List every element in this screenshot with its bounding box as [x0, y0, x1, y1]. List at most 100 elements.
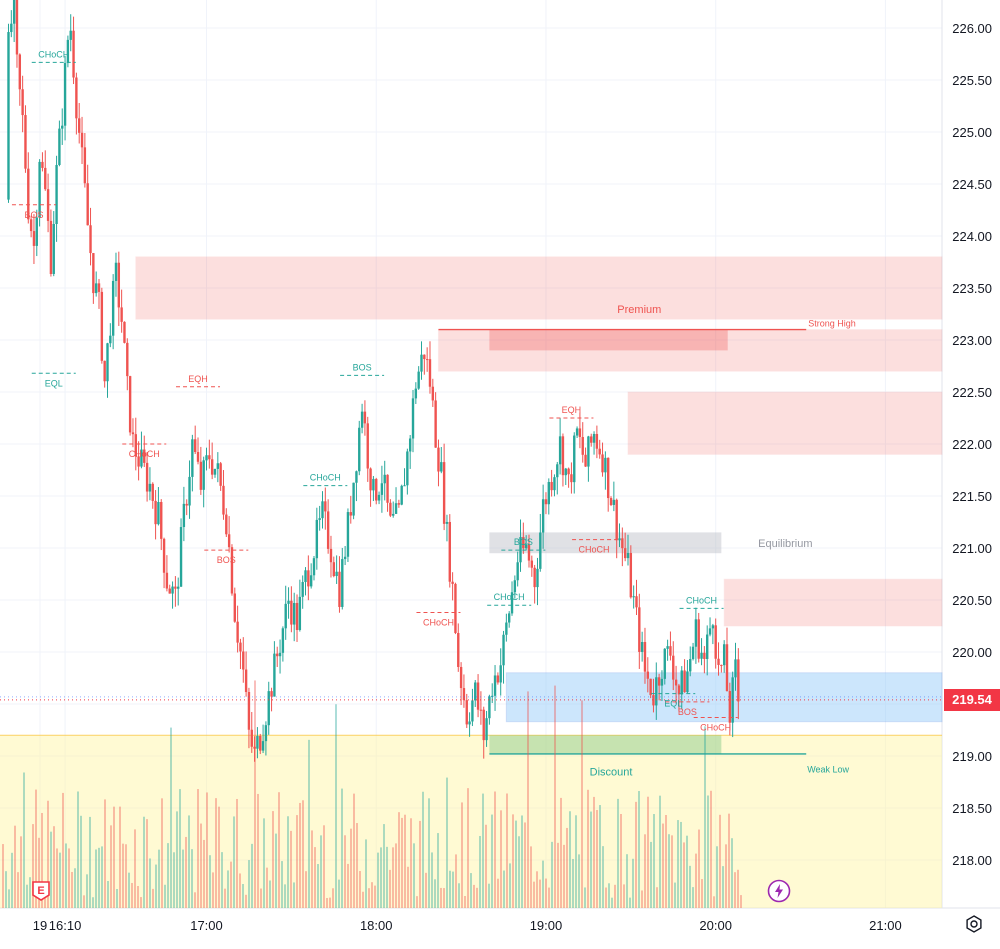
- volume-bar: [323, 825, 325, 908]
- volume-bar: [515, 820, 517, 908]
- candle-body: [227, 534, 231, 548]
- volume-bar: [473, 884, 475, 908]
- candle-body: [162, 538, 166, 573]
- candle-body: [366, 423, 369, 469]
- volume-bar: [437, 833, 439, 908]
- candle-body: [145, 462, 149, 492]
- volume-bar: [335, 704, 337, 908]
- volume-bar: [599, 805, 601, 908]
- volume-bar: [257, 793, 259, 908]
- candle-body: [592, 433, 596, 443]
- candle-body: [55, 164, 58, 224]
- volume-bar: [587, 789, 589, 908]
- volume-bar: [695, 853, 697, 908]
- candle-body: [15, 0, 19, 55]
- candle-body: [445, 521, 449, 524]
- earnings-icon: E: [32, 881, 50, 901]
- candle-body: [550, 481, 553, 491]
- volume-bar: [500, 810, 502, 908]
- volume-bar: [446, 777, 448, 908]
- candle-body: [411, 398, 415, 439]
- strong-high-label: Strong High: [808, 319, 856, 329]
- flash-marker[interactable]: [767, 879, 791, 903]
- volume-bar: [671, 835, 673, 908]
- candle-body: [510, 592, 514, 614]
- candle-body: [24, 115, 27, 169]
- last-price-tag: 219.54: [944, 688, 1000, 711]
- chart-settings-button[interactable]: [962, 912, 986, 936]
- candle-body: [49, 220, 53, 274]
- last-price-value: 219.54: [952, 691, 992, 707]
- candle-body: [225, 514, 228, 535]
- earnings-marker[interactable]: E: [31, 880, 51, 902]
- volume-bar: [131, 882, 133, 908]
- candle-body: [581, 437, 584, 455]
- structure-label: BOS: [217, 555, 236, 565]
- candle-body: [578, 428, 582, 438]
- volume-bar: [542, 860, 544, 908]
- candle-body: [595, 433, 599, 449]
- volume-bar: [383, 824, 385, 908]
- structure-label: CHoCH: [310, 473, 341, 483]
- candle-body: [321, 501, 324, 519]
- candle-body: [725, 644, 729, 692]
- volume-bar: [176, 811, 178, 908]
- volume-bar: [98, 847, 100, 908]
- candle-body: [499, 665, 502, 683]
- candle-body: [629, 552, 633, 598]
- candle-body: [479, 709, 483, 711]
- structure-label: CHoCH: [38, 49, 69, 59]
- candle-body: [561, 436, 565, 476]
- candle-body: [375, 478, 378, 501]
- candle-body: [714, 625, 717, 659]
- candle-body: [196, 452, 200, 462]
- candle-body: [29, 219, 33, 232]
- candle-body: [711, 625, 715, 629]
- candle-body: [533, 567, 536, 588]
- volume-bar: [230, 861, 232, 908]
- volume-bar: [317, 864, 319, 908]
- candle-body: [171, 586, 174, 594]
- volume-bar: [590, 811, 592, 908]
- candle-body: [276, 653, 279, 657]
- volume-bar: [566, 827, 568, 908]
- volume-bar: [428, 798, 430, 908]
- candle-body: [219, 463, 222, 486]
- candle-body: [312, 558, 316, 576]
- candle-body: [570, 474, 573, 483]
- volume-bar: [125, 844, 127, 908]
- order-block-bearish: [489, 329, 728, 351]
- candle-body: [103, 360, 106, 382]
- weak-low-label: Weak Low: [807, 764, 849, 774]
- volume-bar: [326, 897, 328, 908]
- volume-bar: [722, 866, 724, 908]
- volume-bar: [629, 897, 631, 908]
- candle-body: [573, 435, 576, 483]
- volume-bar: [344, 835, 346, 908]
- candle-body: [290, 600, 293, 625]
- volume-bar: [506, 793, 508, 908]
- candle-body: [669, 646, 672, 656]
- candle-body: [259, 735, 262, 751]
- volume-bar: [224, 888, 226, 908]
- candle-body: [734, 659, 737, 678]
- volume-bar: [17, 872, 19, 908]
- candle-body: [722, 644, 726, 666]
- volume-bar: [431, 852, 433, 908]
- volume-bar: [644, 834, 646, 908]
- volume-bar: [161, 798, 163, 908]
- structure-label: EQH: [562, 405, 582, 415]
- volume-bar: [551, 841, 553, 908]
- candle-body: [148, 483, 152, 492]
- supply-zone: [627, 391, 943, 455]
- volume-bar: [80, 815, 82, 908]
- volume-bar: [194, 892, 196, 908]
- y-tick-label: 222.00: [952, 437, 992, 452]
- candle-body: [230, 547, 234, 594]
- candle-body: [233, 593, 236, 622]
- candle-body: [210, 459, 214, 475]
- volume-bar: [155, 864, 157, 908]
- volume-bar: [293, 882, 295, 908]
